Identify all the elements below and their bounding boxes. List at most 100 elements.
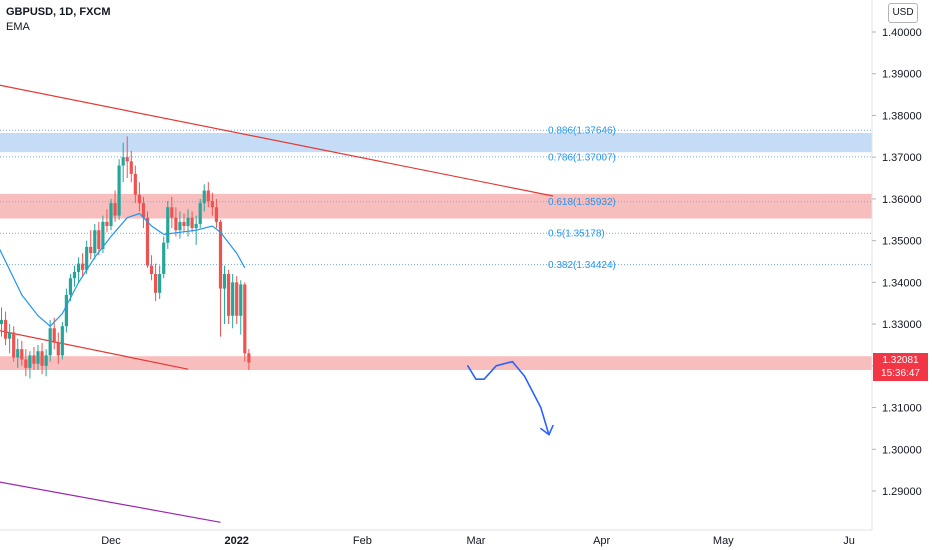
candle-body xyxy=(93,230,97,254)
candle-body xyxy=(56,342,60,356)
y-tick-label: 1.30000 xyxy=(882,444,922,456)
y-tick-label: 1.37000 xyxy=(882,152,922,164)
projection-drawing xyxy=(466,360,554,436)
candle-body xyxy=(174,217,178,231)
candle-body xyxy=(170,207,174,218)
candle-body xyxy=(235,282,239,316)
candle-body xyxy=(218,221,223,289)
candle-body xyxy=(247,353,251,363)
fib-label: 0.618(1.35932) xyxy=(548,197,616,208)
arrow-head xyxy=(540,424,554,436)
last-price-badge: 1.32081 15:36:47 xyxy=(873,353,928,381)
projection-path xyxy=(466,360,550,436)
y-tick-label: 1.31000 xyxy=(882,403,922,415)
currency-button[interactable]: USD xyxy=(888,3,918,23)
y-tick-label: 1.38000 xyxy=(882,110,922,122)
candle-body xyxy=(198,203,202,224)
candle-body xyxy=(89,246,93,254)
y-tick-label: 1.36000 xyxy=(882,194,922,206)
candle-body xyxy=(48,328,52,356)
candle-body xyxy=(231,282,235,316)
symbol-title[interactable]: GBPUSD, 1D, FXCM xyxy=(6,6,111,18)
candle-body xyxy=(149,265,154,275)
red-trendline xyxy=(0,84,554,197)
candle-body xyxy=(76,263,81,272)
candle-body xyxy=(190,217,194,229)
candle-body xyxy=(166,207,170,243)
fib-label: 0.382(1.34424) xyxy=(548,260,616,271)
purple-trendline xyxy=(0,481,221,523)
y-tick-label: 1.39000 xyxy=(882,69,922,81)
candle-body xyxy=(141,203,146,218)
ema-path xyxy=(0,212,246,328)
x-tick-label: Feb xyxy=(353,535,372,547)
candle-body xyxy=(202,190,206,204)
candle-body xyxy=(186,217,190,227)
candle-body xyxy=(154,274,158,293)
x-tick-label: Apr xyxy=(593,535,610,547)
x-tick-label: Dec xyxy=(101,535,121,547)
ema-line xyxy=(0,212,246,328)
zones xyxy=(0,132,872,370)
candle-body xyxy=(109,203,113,227)
candle-body xyxy=(32,355,36,364)
candle-body xyxy=(222,274,227,289)
candle-body xyxy=(133,173,137,195)
y-tick-label: 1.33000 xyxy=(882,319,922,331)
candle-body xyxy=(12,332,16,358)
x-tick-label: May xyxy=(713,535,734,547)
candle-body xyxy=(36,351,40,364)
trendlines xyxy=(0,84,554,523)
x-tick-label: Ju xyxy=(843,535,855,547)
y-tick-label: 1.29000 xyxy=(882,486,922,498)
fib-label: 0.886(1.37646) xyxy=(548,126,616,137)
y-tick-label: 1.34000 xyxy=(882,277,922,289)
candle-body xyxy=(105,221,109,227)
red-zone xyxy=(0,193,872,219)
candle-body xyxy=(16,349,20,358)
fib-label: 0.786(1.37007) xyxy=(548,152,616,163)
candle-body xyxy=(129,161,133,174)
candles xyxy=(0,136,251,379)
y-tick-label: 1.35000 xyxy=(882,236,922,248)
candle-body xyxy=(243,284,247,354)
y-tick-label: 1.40000 xyxy=(882,27,922,39)
candle-body xyxy=(60,326,64,356)
candle-body xyxy=(145,217,150,266)
candle-body xyxy=(214,207,219,222)
candle-body xyxy=(97,230,101,249)
candle-body xyxy=(20,349,24,360)
candle-body xyxy=(206,190,210,201)
candle-body xyxy=(85,246,89,270)
candle-body xyxy=(72,271,77,279)
candle-body xyxy=(121,157,125,166)
candle-body xyxy=(28,355,32,368)
candle-body xyxy=(0,319,4,325)
x-tick-label: Mar xyxy=(466,535,485,547)
last-price-value: 1.32081 xyxy=(882,355,919,366)
candle-body xyxy=(101,221,105,249)
bar-countdown: 15:36:47 xyxy=(881,368,920,379)
red-zone xyxy=(0,356,872,370)
candle-body xyxy=(113,203,117,216)
candle-body xyxy=(3,319,8,339)
candle-body xyxy=(158,274,162,293)
candle-body xyxy=(64,294,68,327)
x-tick-label: 2022 xyxy=(224,535,248,547)
candle-body xyxy=(210,200,214,208)
candle-body xyxy=(125,157,129,162)
candle-body xyxy=(117,165,121,216)
indicator-label[interactable]: EMA xyxy=(6,21,30,33)
candle-body xyxy=(137,194,141,204)
red-trendline xyxy=(0,330,189,370)
candle-body xyxy=(24,359,28,368)
candle-body xyxy=(40,351,44,366)
candle-body xyxy=(194,223,198,229)
candle-body xyxy=(8,332,12,339)
candle-body xyxy=(182,221,186,227)
blue-zone xyxy=(0,132,872,153)
candle-body xyxy=(68,278,73,295)
fib-label: 0.5(1.35178) xyxy=(548,229,605,240)
